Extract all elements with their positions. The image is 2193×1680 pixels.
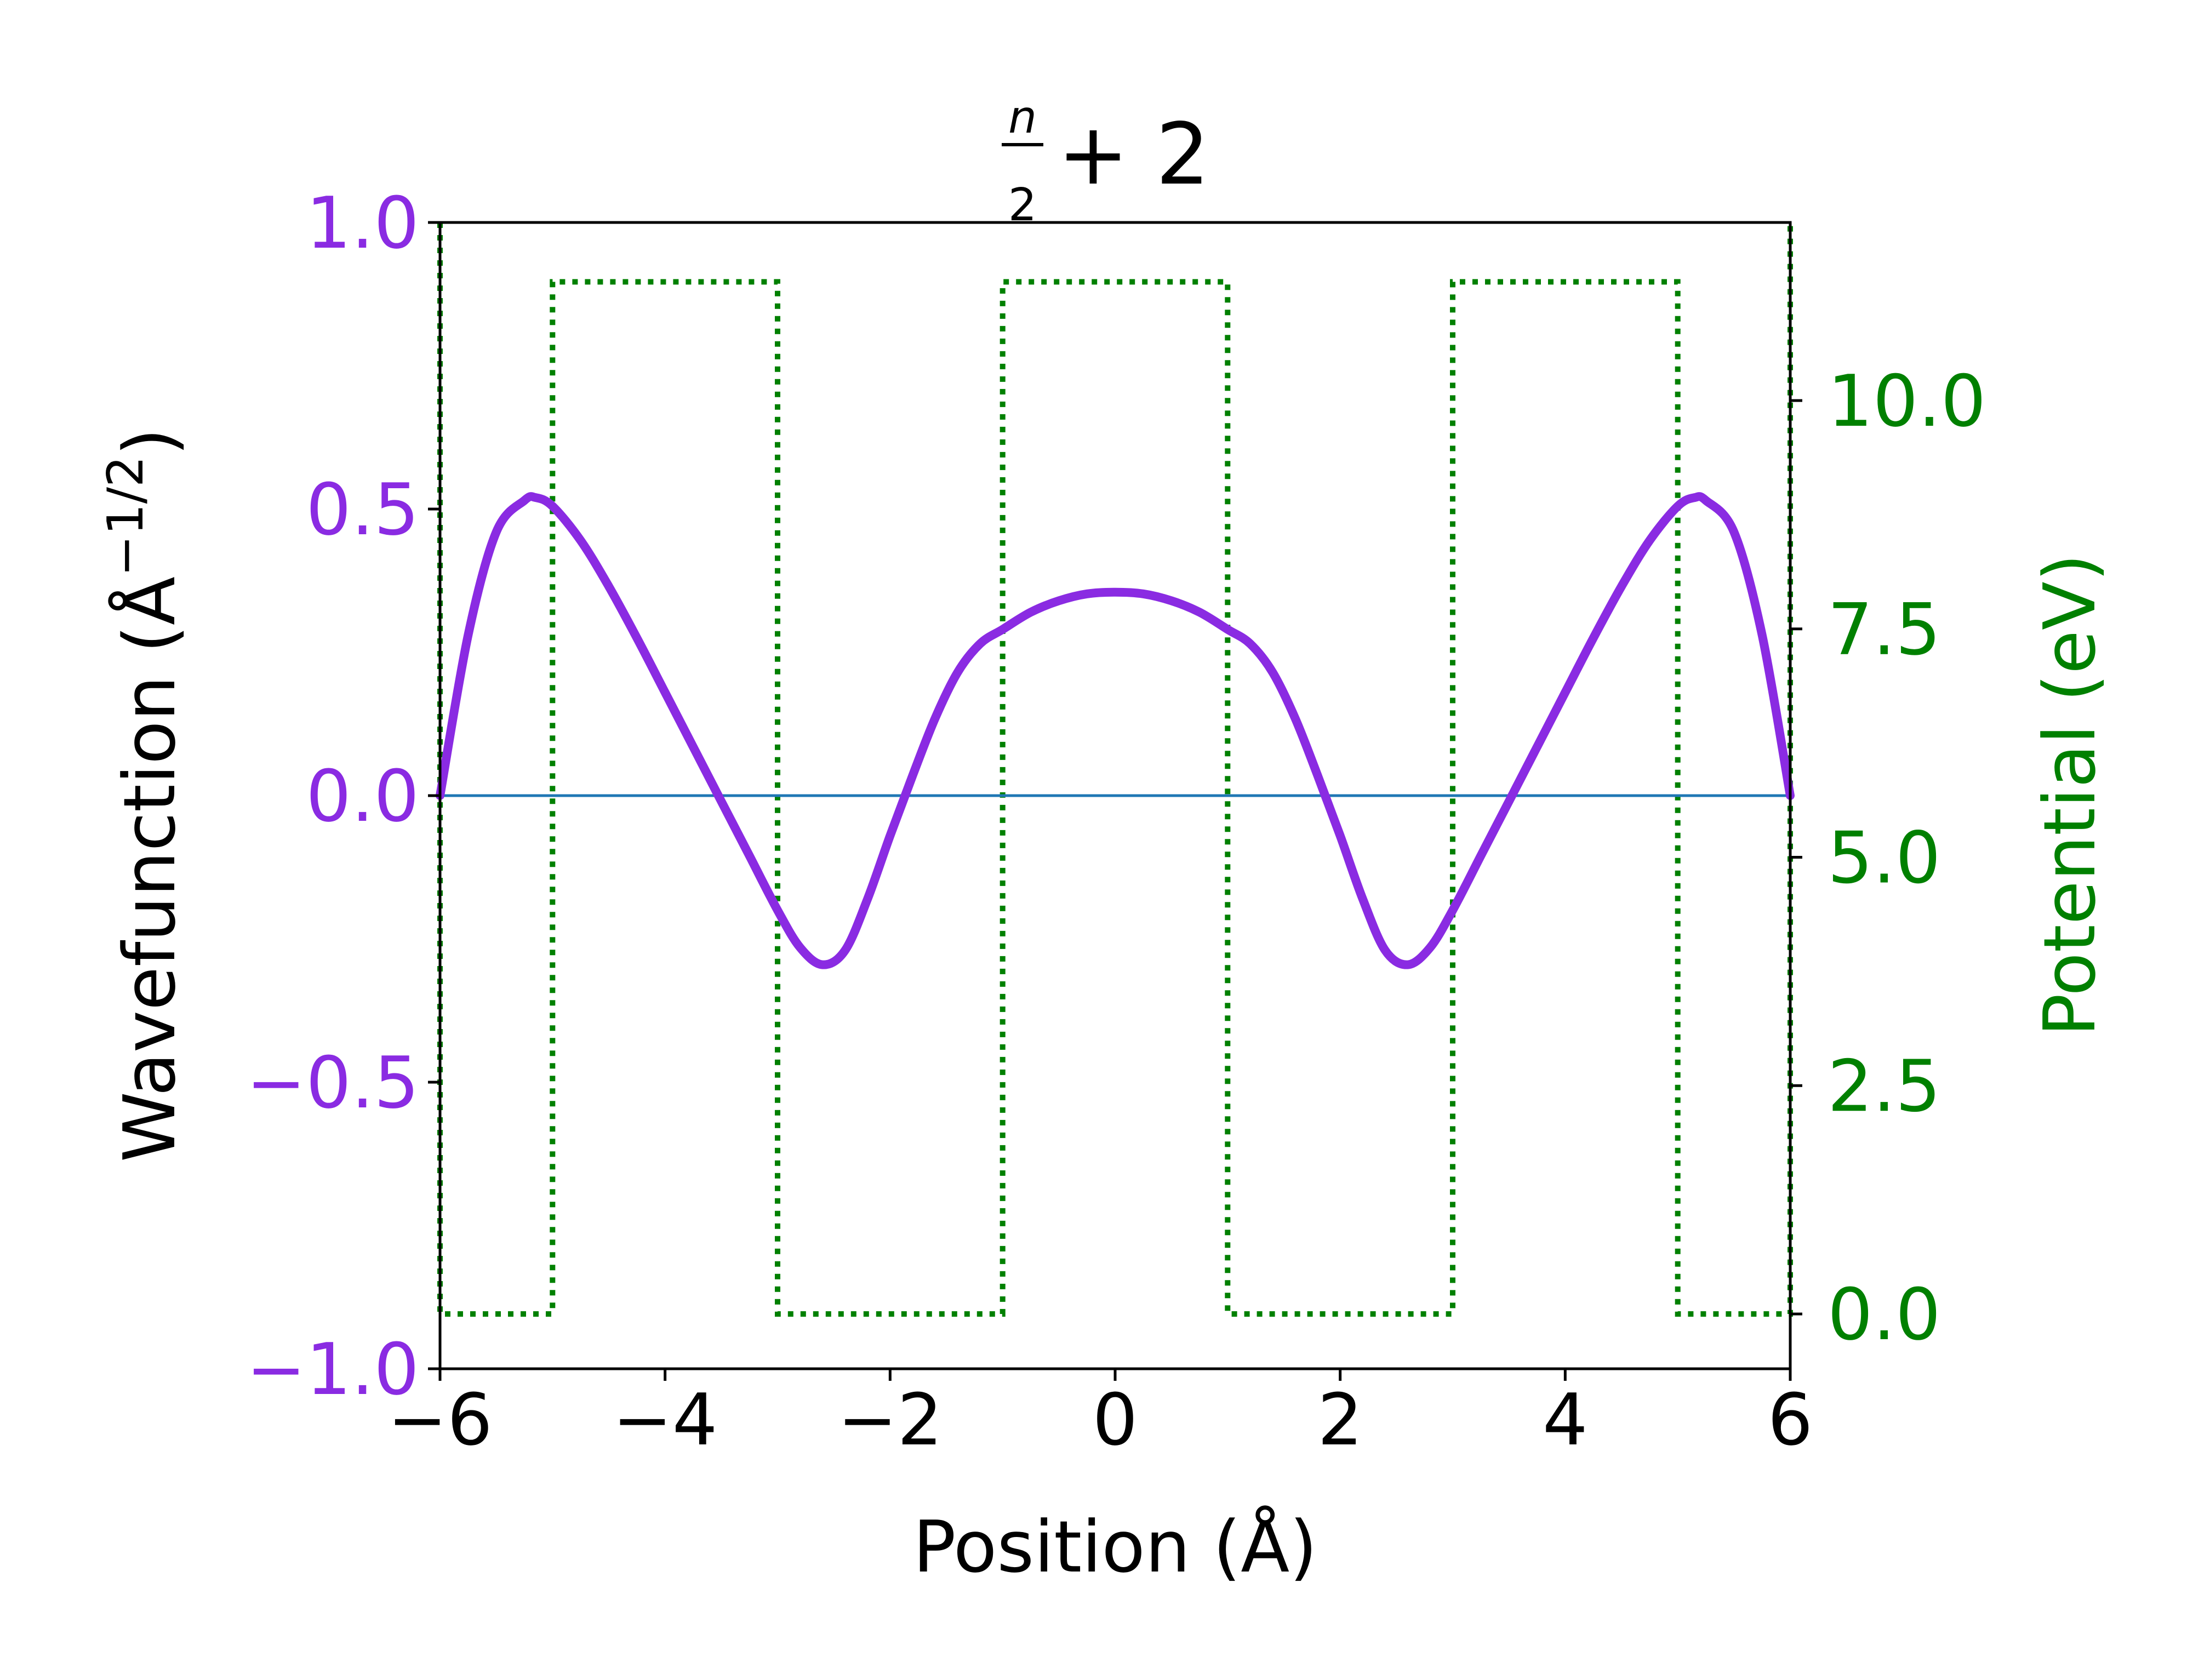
title-frac-den: 2 (1008, 179, 1037, 231)
left-axis-label: Wavefunction (Å−1/2) (97, 428, 191, 1162)
x-axis-label: Position (Å) (913, 1505, 1317, 1588)
left-tick-label: −0.5 (246, 1041, 419, 1124)
right-tick-label: 0.0 (1828, 1273, 1941, 1356)
right-tick-label: 2.5 (1828, 1044, 1941, 1128)
series-layer (436, 222, 1795, 1317)
x-tick-label: −4 (613, 1378, 718, 1461)
right-axis-ticks: 0.0 2.5 5.0 7.5 10.0 (1790, 359, 1986, 1356)
x-tick-label: −6 (387, 1378, 493, 1461)
title-main: + 2 (1058, 105, 1210, 204)
chart-title: n 2 + 2 (1002, 92, 1210, 231)
left-tick-label: 1.0 (306, 181, 419, 265)
plot-area (436, 221, 1795, 1370)
left-tick-label: 0.0 (306, 755, 419, 838)
potential-line (437, 222, 1793, 1317)
left-tick-label: −1.0 (246, 1328, 419, 1411)
right-axis-label: Potential (eV) (2028, 553, 2111, 1036)
left-axis-label-close: ) (108, 428, 191, 456)
x-axis-ticks: −6 −4 −2 0 2 4 6 (387, 1369, 1813, 1461)
x-tick-label: 4 (1543, 1378, 1588, 1461)
x-tick-label: −2 (838, 1378, 943, 1461)
right-tick-label: 7.5 (1828, 588, 1941, 671)
left-tick-label: 0.5 (306, 468, 419, 551)
left-axis-label-main: Wavefunction (Å (108, 576, 191, 1162)
x-tick-label: 6 (1768, 1378, 1813, 1461)
left-axis-ticks: −1.0 −0.5 0.0 0.5 1.0 (246, 181, 440, 1411)
wavefunction-line (436, 492, 1795, 969)
right-tick-label: 10.0 (1828, 359, 1986, 443)
right-tick-label: 5.0 (1828, 816, 1941, 900)
x-tick-label: 2 (1317, 1378, 1363, 1461)
x-tick-label: 0 (1093, 1378, 1138, 1461)
title-frac-num: n (1008, 92, 1037, 144)
left-axis-label-sup: −1/2 (97, 456, 155, 576)
